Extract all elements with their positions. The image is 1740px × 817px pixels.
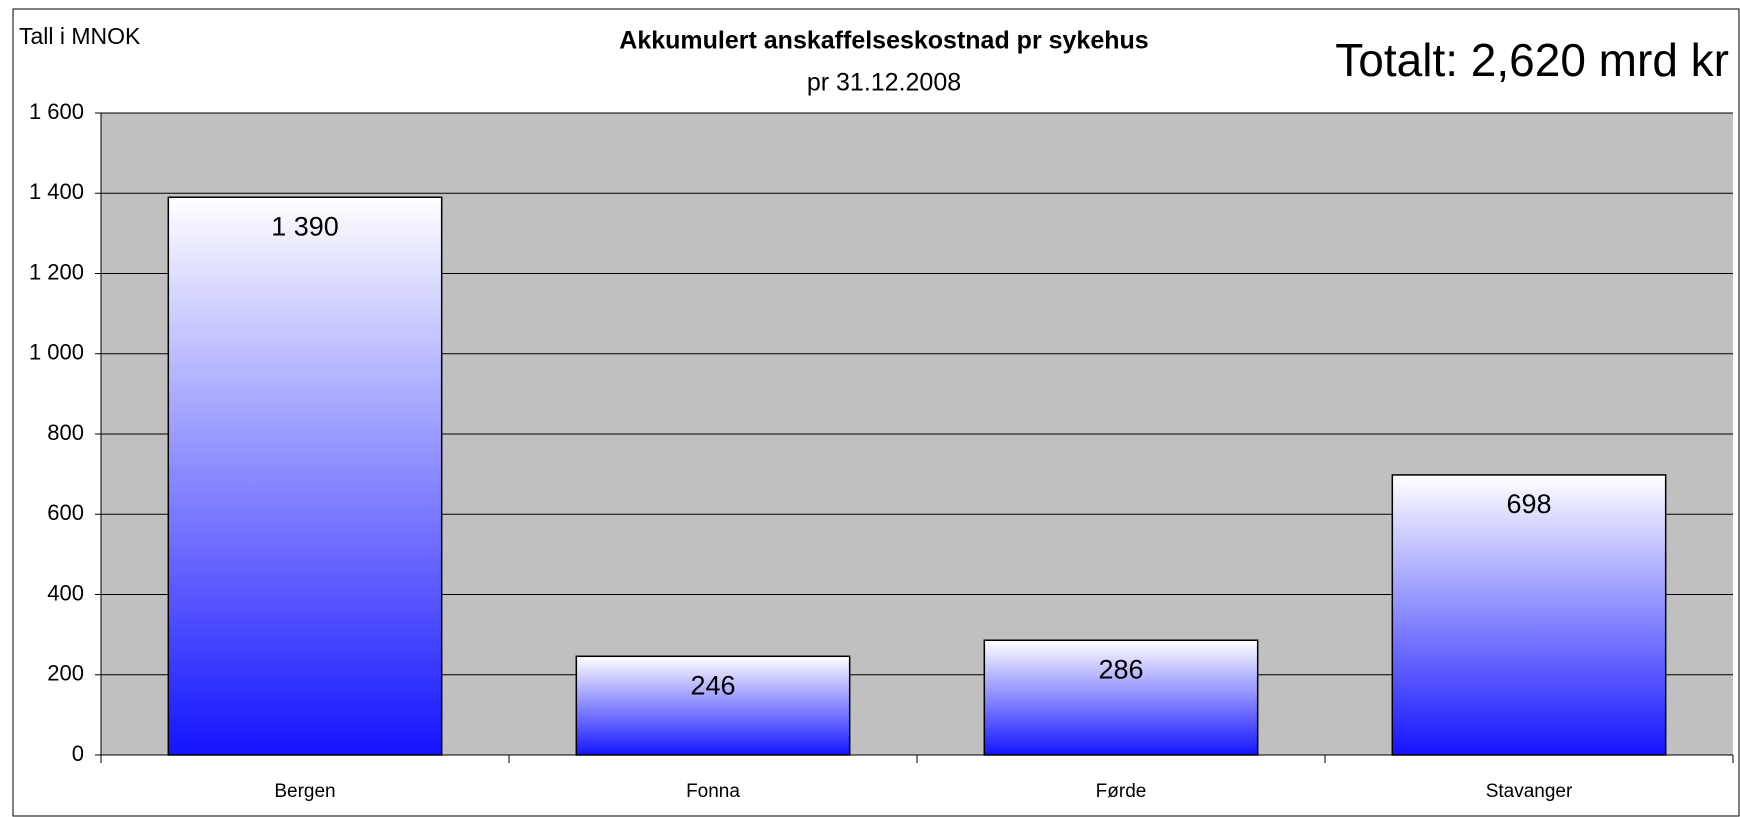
annotation: Totalt: 2,620 mrd kr	[1335, 34, 1729, 86]
y-tick-label: 800	[47, 420, 84, 445]
y-tick-label: 200	[47, 661, 84, 686]
y-tick-label: 1 000	[29, 340, 84, 365]
y-tick-label: 1 400	[29, 179, 84, 204]
chart-subtitle: pr 31.12.2008	[807, 69, 961, 97]
bar	[167, 196, 443, 756]
data-label: 246	[690, 670, 735, 700]
y-tick-label: 600	[47, 500, 84, 525]
data-label: 286	[1098, 654, 1143, 684]
x-tick-label: Førde	[1096, 781, 1147, 802]
bar	[983, 639, 1259, 756]
y-axis-label: Tall i MNOK	[19, 23, 141, 49]
x-tick-label: Stavanger	[1486, 781, 1573, 802]
bar	[575, 655, 851, 756]
x-tick-label: Bergen	[274, 781, 335, 802]
y-tick-label: 1 600	[29, 99, 84, 124]
x-tick-label: Fonna	[686, 781, 740, 802]
y-tick-label: 400	[47, 580, 84, 605]
data-label: 1 390	[271, 211, 339, 241]
bar	[1391, 474, 1667, 756]
y-tick-label: 0	[72, 741, 84, 766]
chart-title: Akkumulert anskaffelseskostnad pr sykehu…	[619, 27, 1148, 55]
y-tick-label: 1 200	[29, 259, 84, 284]
data-label: 698	[1506, 489, 1551, 519]
